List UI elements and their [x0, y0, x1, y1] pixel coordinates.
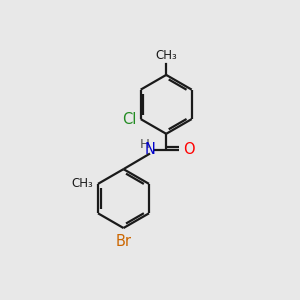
Text: N: N — [145, 142, 155, 158]
Text: Br: Br — [116, 234, 131, 249]
Text: CH₃: CH₃ — [155, 49, 177, 62]
Text: Cl: Cl — [122, 112, 136, 127]
Text: O: O — [183, 142, 194, 158]
Text: CH₃: CH₃ — [72, 177, 94, 190]
Text: H: H — [140, 138, 150, 151]
